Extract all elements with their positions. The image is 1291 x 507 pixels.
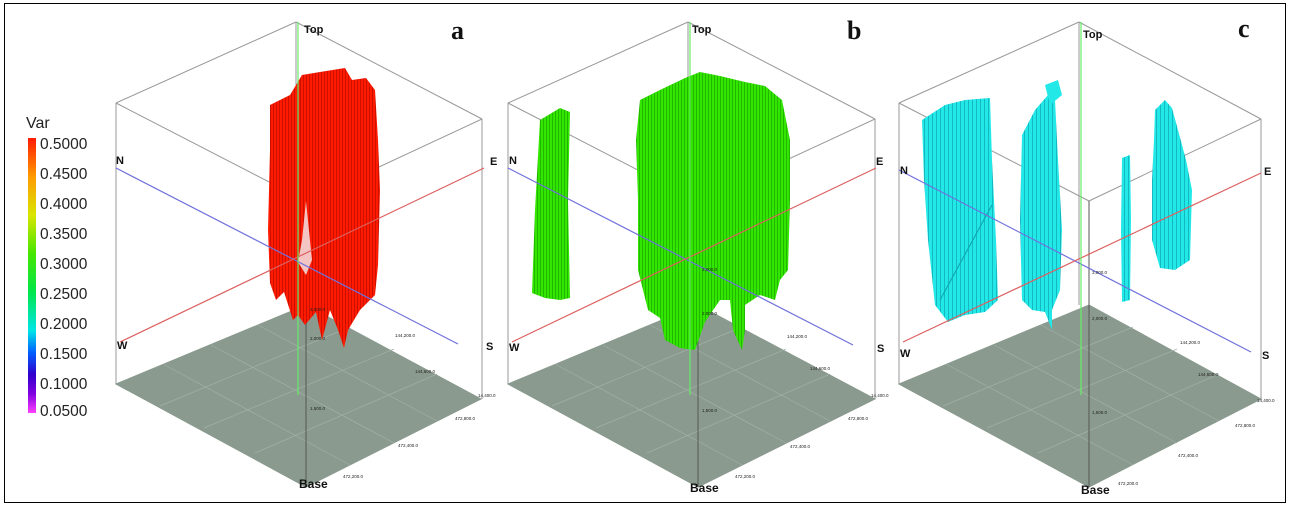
tick-label: 3,000.0 xyxy=(1092,270,1108,275)
cyan-body-thin xyxy=(1121,155,1131,302)
south-label: S xyxy=(1262,350,1269,362)
we-axis-line xyxy=(511,167,877,343)
colorbar-tick: 0.5000 xyxy=(40,136,88,153)
tick-label: 472,200.0 xyxy=(1118,481,1139,486)
tick-labels: 3,000.0 2,000.0 1,500.0 144,200.0 144,60… xyxy=(702,267,889,479)
panel-a: Top Base N E S W 3,000.0 2,000.0 1,500.0… xyxy=(114,21,497,491)
green-body-main xyxy=(636,72,790,350)
colorbar-tick: 0.4500 xyxy=(40,166,88,183)
tick-label: 472,400.0 xyxy=(398,443,419,448)
cyan-body-right xyxy=(1152,100,1192,270)
we-axis-line xyxy=(902,172,1262,343)
south-label: S xyxy=(486,341,493,353)
colorbar-tick: 0.1000 xyxy=(40,376,88,393)
tick-label: 472,800.0 xyxy=(1235,423,1256,428)
tick-label: 472,400.0 xyxy=(790,444,811,449)
north-label: N xyxy=(509,155,517,167)
tick-labels: 3,000.0 2,000.0 1,500.0 144,200.0 144,60… xyxy=(1092,270,1275,486)
base-plane xyxy=(897,304,1263,488)
colorbar-tick: 0.2500 xyxy=(40,286,88,303)
panel-c: Top Base N E S W 3,000.0 2,000.0 1,500.0… xyxy=(897,21,1275,497)
tick-labels: 3,000.0 2,000.0 1,500.0 144,200.0 144,60… xyxy=(310,307,496,479)
colorbar-tick: 0.4000 xyxy=(40,196,88,213)
base-grid xyxy=(159,324,438,466)
we-axis-line xyxy=(119,167,485,343)
panel-b: Top Base N E S W 3,000.0 2,000.0 1,500.0… xyxy=(506,21,889,495)
tick-label: 1,500.0 xyxy=(702,408,718,413)
top-label: Top xyxy=(692,24,712,36)
north-label: N xyxy=(116,155,124,167)
top-label: Top xyxy=(304,24,324,36)
tick-label: 1,500.0 xyxy=(310,406,326,411)
green-body-left xyxy=(532,108,570,300)
east-label: E xyxy=(876,156,883,168)
tick-label: 14,400.0 xyxy=(1257,398,1275,403)
west-label: W xyxy=(117,340,128,352)
tick-label: 144,600.0 xyxy=(415,369,436,374)
west-label: W xyxy=(900,348,911,360)
tick-label: 3,000.0 xyxy=(702,267,718,272)
colorbar-gradient xyxy=(28,138,36,413)
ns-axis-line xyxy=(507,167,854,346)
north-label: N xyxy=(900,165,908,177)
tick-label: 144,600.0 xyxy=(810,366,831,371)
red-body xyxy=(268,68,380,348)
west-label: W xyxy=(509,342,520,354)
panel-letter-b: b xyxy=(847,16,862,45)
east-label: E xyxy=(490,156,497,168)
tick-label: 2,000.0 xyxy=(310,336,326,341)
variance-body-green xyxy=(532,72,790,350)
variance-body-red xyxy=(268,68,380,348)
tick-label: 472,800.0 xyxy=(455,416,476,421)
cyan-body-left xyxy=(922,98,998,322)
tick-label: 472,400.0 xyxy=(1178,453,1199,458)
colorbar-tick: 0.2000 xyxy=(40,316,88,333)
panel-letter-a: a xyxy=(451,16,464,45)
base-label: Base xyxy=(1081,483,1110,497)
south-label: S xyxy=(877,343,884,355)
tick-label: 472,200.0 xyxy=(735,474,756,479)
colorbar-tick: 0.0500 xyxy=(40,403,88,420)
tick-label: 14,400.0 xyxy=(478,393,496,398)
tick-label: 144,200.0 xyxy=(787,334,808,339)
tick-label: 14,400.0 xyxy=(871,393,889,398)
variance-body-cyan xyxy=(922,80,1192,330)
tick-label: 3,000.0 xyxy=(310,307,326,312)
base-label: Base xyxy=(299,477,328,491)
colorbar-title: Var xyxy=(26,115,50,132)
ns-axis-line xyxy=(115,167,459,345)
base-grid xyxy=(942,324,1220,466)
panel-letter-c: c xyxy=(1238,14,1250,43)
tick-label: 144,600.0 xyxy=(1198,372,1219,377)
colorbar-tick: 0.3000 xyxy=(40,256,88,273)
east-label: E xyxy=(1264,166,1271,178)
top-label: Top xyxy=(1083,29,1103,41)
tick-label: 472,800.0 xyxy=(848,416,869,421)
cyan-body-middle xyxy=(1020,95,1062,330)
colorbar-tick: 0.3500 xyxy=(40,226,88,243)
colorbar-tick: 0.1500 xyxy=(40,346,88,363)
base-label: Base xyxy=(690,481,719,495)
tick-label: 472,200.0 xyxy=(343,474,364,479)
tick-label: 144,200.0 xyxy=(1180,340,1201,345)
tick-label: 2,000.0 xyxy=(1092,316,1108,321)
tick-label: 1,500.0 xyxy=(1092,410,1108,415)
bounding-box xyxy=(507,21,876,487)
tick-label: 144,200.0 xyxy=(395,333,416,338)
tick-label: 2,000.0 xyxy=(702,311,718,316)
